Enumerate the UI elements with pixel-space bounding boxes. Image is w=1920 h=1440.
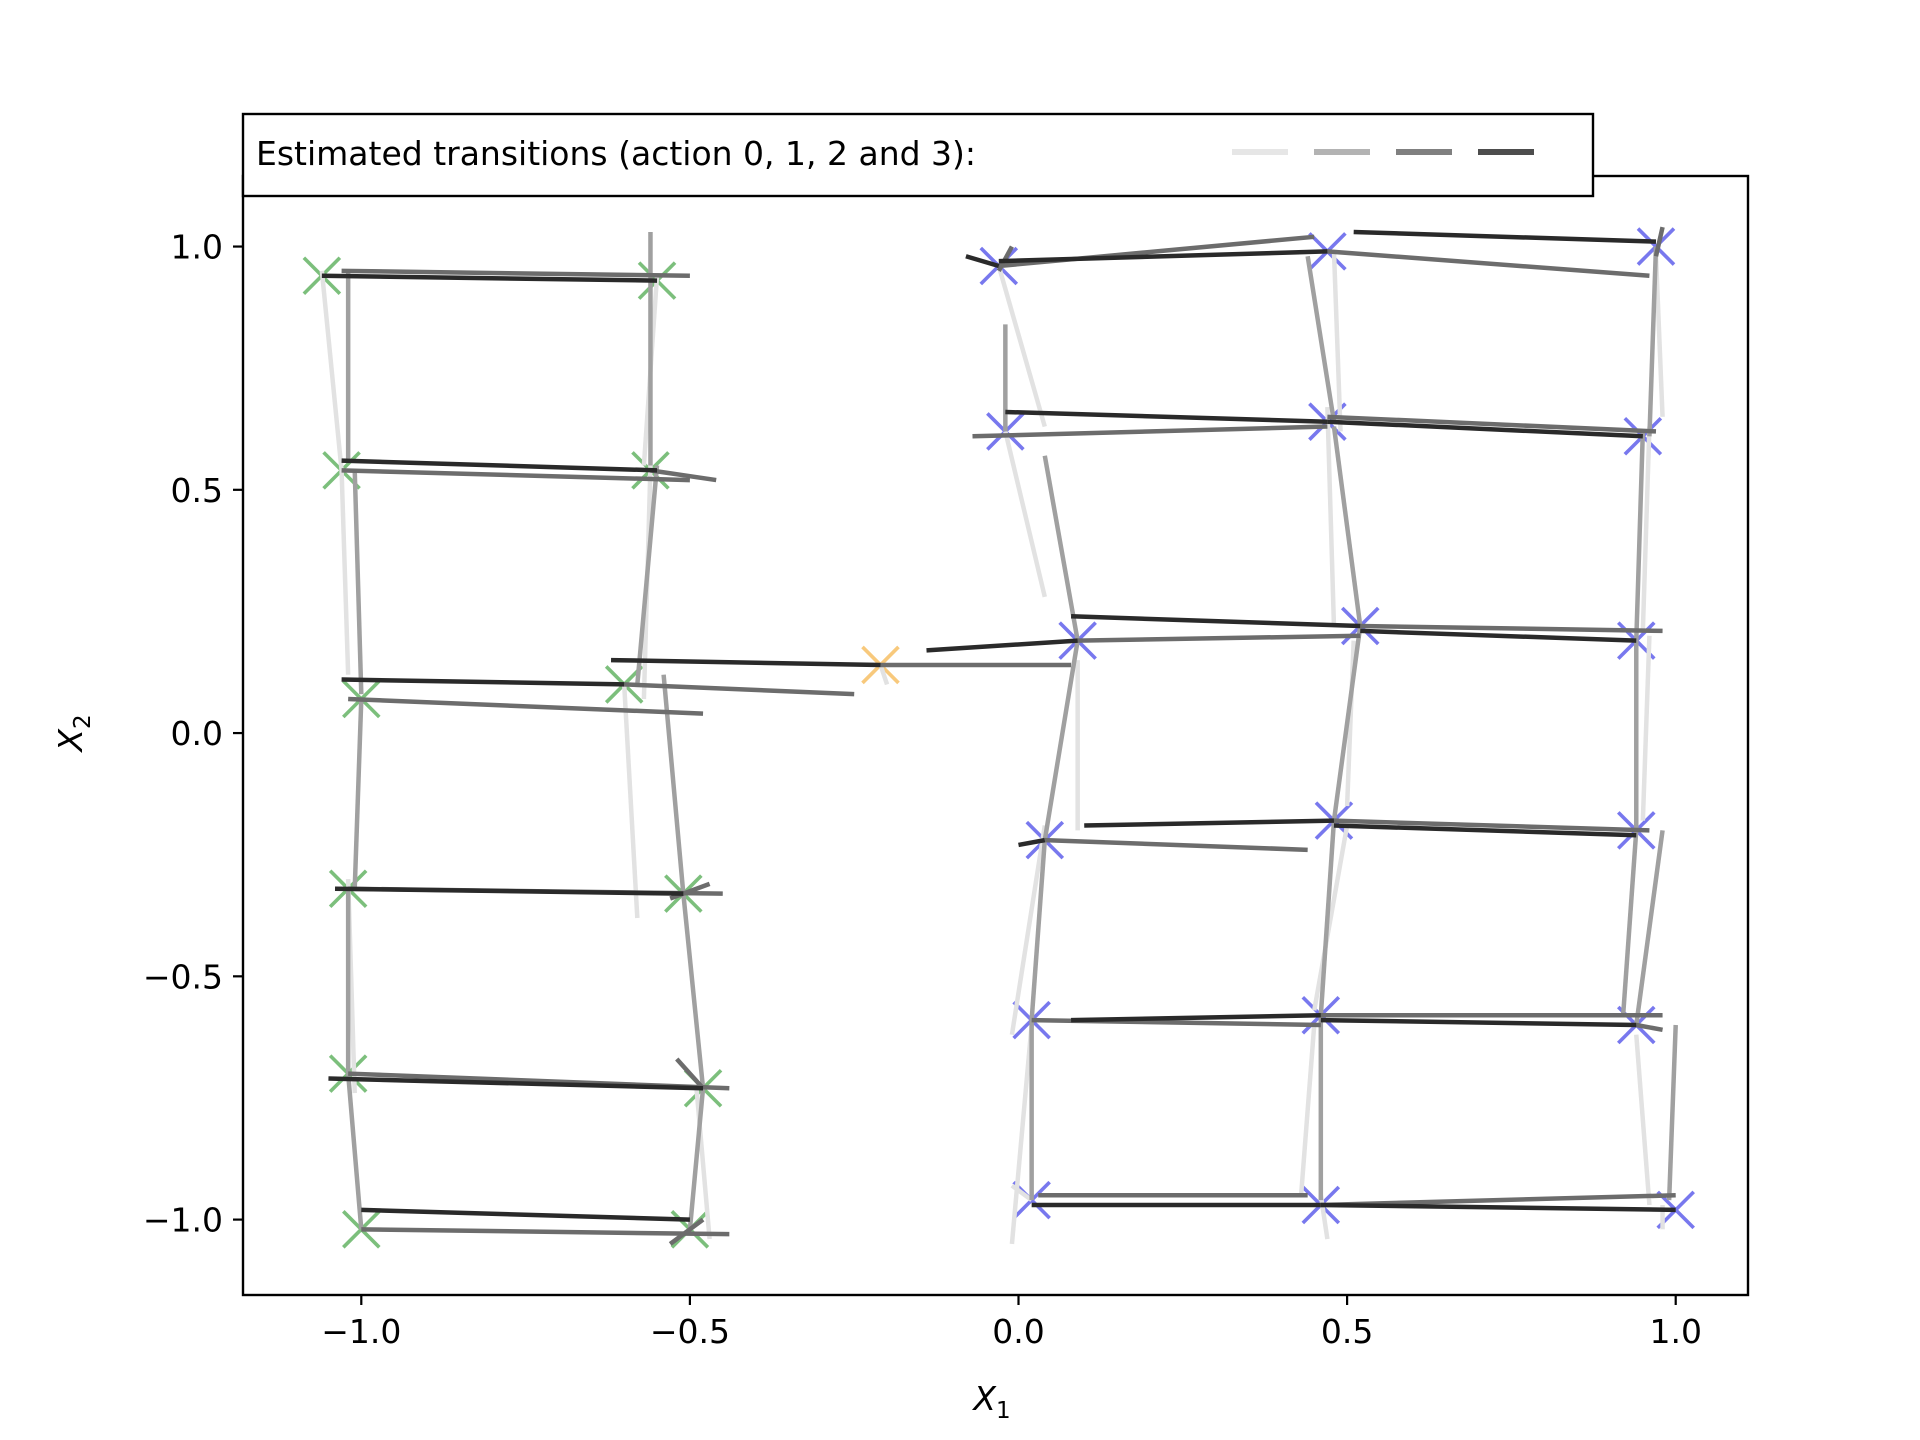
transition-line-action-0 bbox=[1640, 426, 1652, 631]
transition-line-action-1 bbox=[1666, 1024, 1678, 1201]
transition-line-action-1 bbox=[635, 465, 660, 685]
x-axis-label-subscript: 1 bbox=[996, 1398, 1011, 1424]
transition-line-action-0 bbox=[1010, 1183, 1033, 1202]
transition-line-action-1 bbox=[1647, 246, 1659, 437]
x-tick-label: −1.0 bbox=[321, 1312, 401, 1351]
y-tick-label: 1.0 bbox=[171, 228, 223, 267]
transition-line-action-3 bbox=[1320, 1017, 1637, 1028]
transition-line-action-1 bbox=[345, 1073, 364, 1230]
transition-line-action-1 bbox=[687, 1088, 706, 1230]
transition-line-action-1 bbox=[1634, 830, 1665, 1026]
transition-line-action-0 bbox=[878, 664, 890, 686]
transition-line-action-0 bbox=[319, 270, 344, 471]
transition-line-action-2 bbox=[348, 696, 704, 716]
transition-line-action-1 bbox=[1620, 830, 1639, 1016]
y-axis: 1.0 0.5 0.0 −0.5 −1.0 bbox=[143, 228, 243, 1240]
y-axis-label-subscript: 2 bbox=[70, 714, 96, 729]
transition-line-action-3 bbox=[361, 1207, 690, 1222]
y-tick-label: 0.0 bbox=[171, 714, 223, 753]
transition-line-action-2 bbox=[1044, 837, 1308, 853]
transition-line-action-0 bbox=[1003, 430, 1047, 598]
transition-line-action-3 bbox=[341, 458, 658, 473]
legend-text: Estimated transitions (action 0, 1, 2 an… bbox=[256, 134, 976, 173]
transition-line-action-2 bbox=[341, 268, 690, 278]
transition-line-action-0 bbox=[1312, 825, 1350, 1011]
transition-line-action-2 bbox=[1327, 414, 1657, 434]
transition-line-action-3 bbox=[334, 886, 684, 896]
transition-line-action-1 bbox=[681, 893, 706, 1089]
transition-line-action-2 bbox=[1333, 818, 1650, 833]
y-tick-label: −0.5 bbox=[143, 957, 223, 996]
transition-line-action-1 bbox=[1331, 625, 1363, 821]
transition-line-action-0 bbox=[1331, 251, 1343, 432]
y-axis-label: X2 bbox=[51, 714, 96, 753]
transition-line-action-1 bbox=[1331, 426, 1363, 627]
transition-line-action-2 bbox=[972, 424, 1328, 439]
x-tick-label: 0.0 bbox=[992, 1312, 1044, 1351]
transition-line-action-0 bbox=[1634, 1034, 1652, 1206]
transition-line-action-1 bbox=[352, 698, 364, 889]
transition-line-action-2 bbox=[675, 1057, 705, 1090]
transition-line-action-1 bbox=[1029, 839, 1048, 1021]
transition-line-action-0 bbox=[1325, 407, 1337, 627]
transition-line-action-3 bbox=[1327, 419, 1643, 439]
transition-line-action-0 bbox=[996, 265, 1047, 428]
transition-line-action-2 bbox=[1320, 1193, 1676, 1208]
transition-line-action-0 bbox=[1009, 1024, 1034, 1245]
transition-line-action-3 bbox=[1333, 823, 1637, 838]
transition-line-action-0 bbox=[339, 470, 351, 675]
transition-line-action-3 bbox=[1071, 1013, 1321, 1023]
x-axis-label: X1 bbox=[971, 1379, 1010, 1424]
transition-line-action-0 bbox=[621, 684, 640, 919]
transition-line-action-3 bbox=[1084, 818, 1335, 828]
transition-line-action-2 bbox=[624, 682, 855, 697]
transition-line-action-1 bbox=[1634, 431, 1646, 641]
transition-line-action-0 bbox=[1298, 1024, 1317, 1196]
transition-line-action-0 bbox=[1318, 1194, 1330, 1240]
transition-line-action-2 bbox=[341, 468, 690, 483]
plot-marks bbox=[302, 226, 1695, 1249]
transition-line-action-3 bbox=[1071, 614, 1361, 629]
transition-line-action-2 bbox=[669, 881, 711, 901]
transition-line-action-1 bbox=[352, 470, 364, 695]
state-marker-stroke bbox=[1308, 232, 1347, 271]
transition-line-action-2 bbox=[650, 468, 717, 483]
transition-line-action-3 bbox=[1353, 229, 1657, 244]
transition-line-action-3 bbox=[1320, 1202, 1676, 1213]
transition-line-action-3 bbox=[328, 1076, 704, 1091]
transition-line-action-3 bbox=[610, 657, 881, 668]
transition-line-action-2 bbox=[1077, 633, 1361, 643]
transition-line-action-2 bbox=[1635, 1022, 1663, 1033]
transition-line-action-3 bbox=[341, 677, 625, 687]
legend: Estimated transitions (action 0, 1, 2 an… bbox=[241, 112, 1595, 198]
transition-line-action-2 bbox=[1327, 249, 1650, 278]
transition-line-action-3 bbox=[965, 254, 1000, 269]
x-tick-label: 1.0 bbox=[1649, 1312, 1701, 1351]
transition-line-action-2 bbox=[1360, 623, 1663, 634]
transition-line-action-1 bbox=[1042, 455, 1080, 642]
transition-line-action-3 bbox=[1018, 837, 1046, 848]
state-marker bbox=[1308, 232, 1347, 271]
x-tick-label: 0.5 bbox=[1321, 1312, 1373, 1351]
transition-line-action-3 bbox=[1005, 409, 1328, 424]
transition-line-action-2 bbox=[668, 1217, 705, 1246]
transition-line-action-3 bbox=[998, 249, 1328, 264]
transition-line-action-0 bbox=[1640, 635, 1652, 821]
x-tick-label: −0.5 bbox=[650, 1312, 730, 1351]
transition-line-action-3 bbox=[321, 273, 658, 283]
transition-line-action-0 bbox=[1653, 256, 1665, 417]
transition-line-action-2 bbox=[1653, 226, 1665, 257]
transition-line-action-0 bbox=[1009, 825, 1048, 1036]
y-tick-label: 0.5 bbox=[171, 471, 223, 510]
transition-line-action-1 bbox=[1305, 255, 1337, 423]
x-axis: −1.0 −0.5 0.0 0.5 1.0 bbox=[321, 1295, 1702, 1351]
transition-line-action-2 bbox=[361, 1227, 730, 1237]
transition-line-action-1 bbox=[1042, 640, 1080, 841]
transition-line-action-1 bbox=[1318, 820, 1337, 1016]
transition-line-action-3 bbox=[926, 638, 1078, 653]
y-tick-label: −1.0 bbox=[143, 1201, 223, 1240]
transition-line-action-3 bbox=[1360, 628, 1637, 643]
